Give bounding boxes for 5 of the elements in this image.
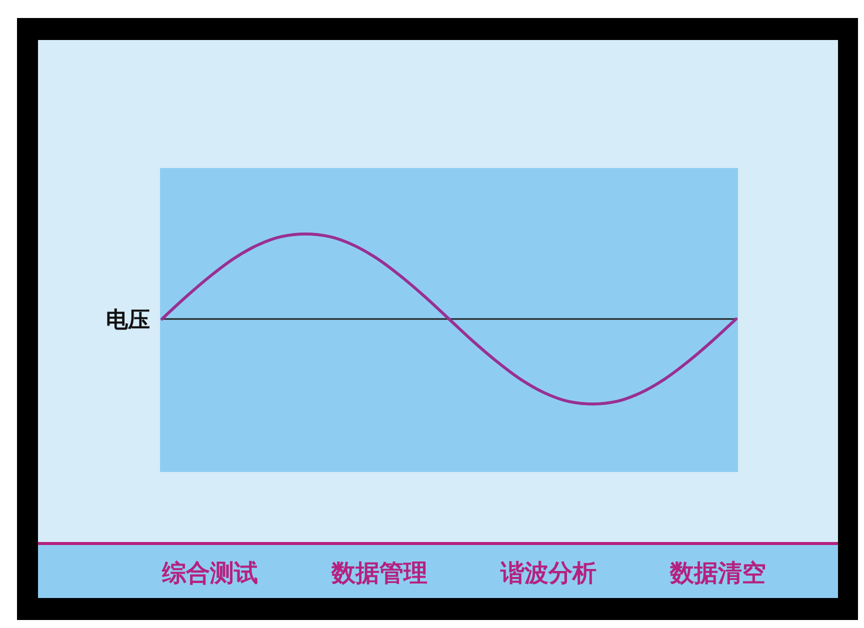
text: 数据清空 xyxy=(669,559,766,587)
text: 综合测试 xyxy=(161,559,258,587)
text: 谐波分析 xyxy=(500,559,597,587)
y-axis-title: 电压 xyxy=(106,308,150,333)
text: 数据管理 xyxy=(330,559,428,587)
